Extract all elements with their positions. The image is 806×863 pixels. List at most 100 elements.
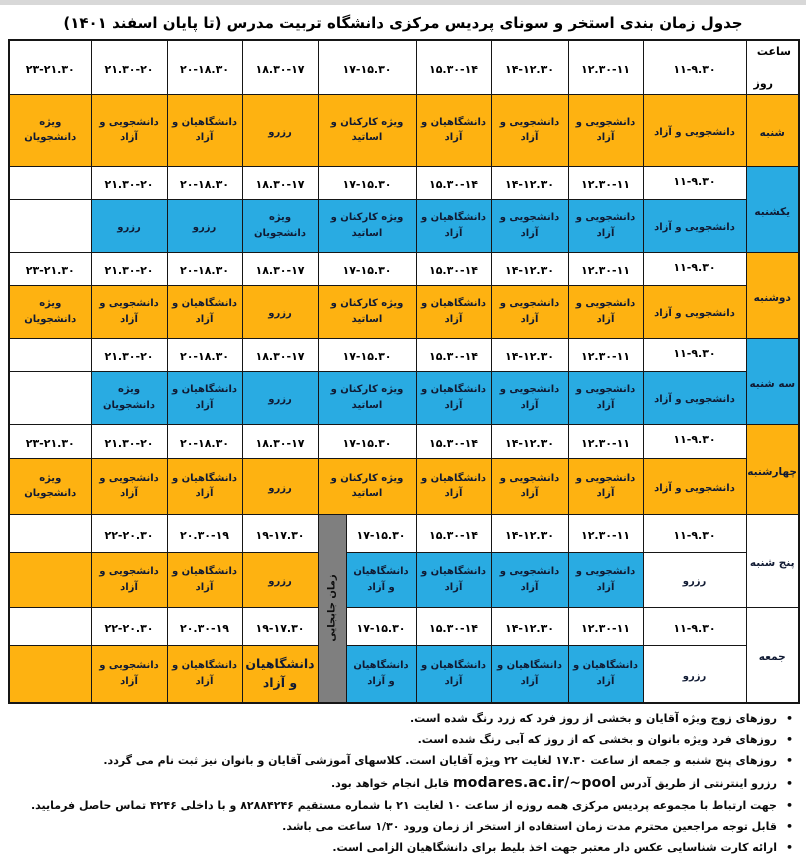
- sat-slot-9: ویژه دانشجویان: [8, 93, 92, 167]
- time-range-label: ۲۰-۱۸.۳۰: [179, 62, 230, 76]
- time-range-label: ۱۱-۹.۳۰: [673, 62, 716, 76]
- fri-blank-8: [8, 644, 92, 704]
- time-range-label: ۱۷-۱۵.۳۰: [356, 528, 406, 542]
- slot-category-label: دانشگاهیان و آزاد: [572, 660, 639, 687]
- time-range-label: ۱۱-۹.۳۰: [673, 528, 716, 542]
- slot-category-label: دانشجویی و آزاد: [654, 126, 735, 138]
- sat-slot-6: رزرو: [241, 93, 319, 167]
- time-range-label: ۱۲.۳۰-۱۱: [580, 436, 631, 450]
- time-range-label: ۱۴-۱۲.۳۰: [504, 621, 555, 635]
- mon-time-1: ۱۱-۹.۳۰: [642, 251, 747, 286]
- tue-slot-4: ویژه کارکنان و اساتید: [317, 370, 417, 425]
- sat-slot-2: دانشجویی و آزاد: [567, 93, 644, 167]
- bullet-icon: •: [785, 753, 793, 767]
- slot-category-label: ویژه دانشجویان: [24, 116, 77, 144]
- header-time-2: ۱۲.۳۰-۱۱: [567, 39, 644, 95]
- note-segment: جهت ارتباط با مجموعه پردیس مرکزی همه روز…: [30, 799, 777, 813]
- fri-slot-1: دانشگاهیان و آزاد: [567, 644, 644, 704]
- day-name: شنبه: [759, 126, 785, 139]
- time-range-label: ۲۳-۲۱.۳۰: [25, 264, 75, 277]
- tue-slot-6: دانشگاهیان و آزاد: [166, 370, 243, 425]
- slot-category-label: دانشجویی و آزاد: [99, 298, 159, 325]
- slot-category-label: دانشجویی و آزاد: [99, 566, 159, 593]
- note-text: روزهای فرد ویژه بانوان و بخشی که از روز …: [418, 733, 777, 747]
- fri-slot-0: رزرو: [642, 644, 747, 704]
- tue-time-7: ۲۰-۱۸.۳۰: [166, 337, 243, 372]
- slot-category-label: رزرو: [192, 222, 217, 234]
- time-range-label: ۲۰.۳۰-۱۹: [179, 528, 230, 542]
- note-1: • روزهای زوج ویژه آقایان و بخشی از روز فر…: [10, 712, 793, 726]
- bullet-icon: •: [785, 840, 793, 854]
- thu-slot-0: رزرو: [642, 551, 747, 608]
- sun-blank-8: [8, 198, 92, 253]
- mon-slot-0: دانشجویی و آزاد: [642, 284, 747, 339]
- notes-list: • روزهای زوج ویژه آقایان و بخشی از روز فر…: [0, 704, 806, 855]
- note-text: قابل توجه مراجعین محترم مدت زمان استفاده…: [282, 820, 777, 834]
- time-range-label: ۱۹-۱۷.۳۰: [255, 528, 305, 542]
- slot-category-label: رزرو: [682, 576, 707, 588]
- fri-row: جمعه ۱۱-۹.۳۰ ۱۲.۳۰-۱۱ ۱۴-۱۲.۳۰ ۱۵.۳۰-۱۴ ۱۷-۱۵…: [8, 606, 800, 704]
- tue-slot-5: رزرو: [241, 370, 319, 425]
- thu-time-9: ۲۲-۲۰.۳۰: [90, 513, 168, 553]
- thu-slot-2: دانشجویی و آزاد: [490, 551, 569, 608]
- slot-category-label: دانشجویی و آزاد: [499, 116, 560, 144]
- slot-category-label: دانشگاهیان و آزاد: [171, 566, 238, 593]
- tue-slot-7: ویژه دانشجویان: [90, 370, 168, 425]
- slot-category-label: دانشگاهیان و آزاد: [420, 472, 487, 500]
- thu-time-5: ۱۷-۱۵.۳۰: [345, 513, 417, 553]
- wed-time-6: ۱۸.۳۰-۱۷: [241, 423, 319, 459]
- mon-time-5: ۱۷-۱۵.۳۰: [317, 251, 417, 286]
- time-range-label: ۱۴-۱۲.۳۰: [504, 62, 555, 76]
- day-name: چهارشنبه: [747, 465, 797, 478]
- thu-time-3: ۱۴-۱۲.۳۰: [490, 513, 569, 553]
- day-label-wed: چهارشنبه: [745, 423, 800, 515]
- bullet-icon: •: [785, 799, 793, 813]
- sun-time-5: ۱۷-۱۵.۳۰: [317, 165, 417, 200]
- day-label-fri: جمعه: [745, 606, 800, 704]
- sun-time-6: ۱۸.۳۰-۱۷: [241, 165, 319, 200]
- time-range-label: ۲۰-۱۸.۳۰: [179, 350, 230, 363]
- wed-time-8: ۲۱.۳۰-۲۰: [90, 423, 168, 459]
- time-range-label: ۲۱.۳۰-۲۰: [104, 436, 154, 450]
- time-range-label: ۱۷-۱۵.۳۰: [342, 350, 392, 363]
- slot-category-label: دانشگاهیان و آزاد: [171, 384, 238, 411]
- note-2: • روزهای فرد ویژه بانوان و بخشی که از روز…: [10, 733, 793, 747]
- time-range-label: ۱۲.۳۰-۱۱: [580, 528, 631, 542]
- time-range-label: ۱۸.۳۰-۱۷: [255, 436, 305, 450]
- fri-slot-4: دانشگاهیان و آزاد: [345, 644, 417, 704]
- fri-time-2: ۱۲.۳۰-۱۱: [567, 606, 644, 646]
- sun-time-7: ۲۰-۱۸.۳۰: [166, 165, 243, 200]
- slot-category-label: دانشگاهیان و آزاد: [420, 116, 487, 144]
- fri-slot-7: دانشجویی و آزاد: [90, 644, 168, 704]
- slot-category-label: رزرو: [268, 482, 292, 494]
- time-range-label: ۱۵.۳۰-۱۴: [428, 528, 479, 542]
- note-7: • ارائه کارت شناسایی عکس دار معتبر جهت اخ…: [10, 841, 793, 855]
- slot-category-label: دانشجویی و آزاد: [575, 298, 636, 325]
- wed-time-9: ۲۳-۲۱.۳۰: [8, 423, 92, 459]
- slot-category-label: دانشجویی و آزاد: [499, 212, 560, 239]
- note-segment: روزهای زوج ویژه آقایان و بخشی از روز فرد…: [409, 712, 777, 725]
- mon-time-4: ۱۵.۳۰-۱۴: [415, 251, 492, 286]
- bullet-icon: •: [785, 732, 793, 746]
- header-time-4: ۱۵.۳۰-۱۴: [415, 39, 492, 95]
- tue-slot-3: دانشگاهیان و آزاد: [415, 370, 492, 425]
- note-text: روزهای پنج شنبه و جمعه از ساعت ۱۷.۳۰ لغا…: [103, 754, 777, 768]
- schedule-table: ساعت روز ۱۱-۹.۳۰ ۱۲.۳۰-۱۱ ۱۴-۱۲.۳۰ ۱۵.۳۰-۱۴ ۱۷…: [8, 39, 800, 704]
- thu-blank-8: [8, 551, 92, 608]
- time-range-label: ۲۳-۲۱.۳۰: [25, 62, 75, 76]
- slot-category-label: دانشگاهیان و آزاد: [496, 660, 563, 687]
- thu-time-8: ۲۰.۳۰-۱۹: [166, 513, 243, 553]
- wed-slot-6: دانشگاهیان و آزاد: [166, 457, 243, 515]
- mon-time-8: ۲۱.۳۰-۲۰: [90, 251, 168, 286]
- thu-slot-3: دانشگاهیان و آزاد: [415, 551, 492, 608]
- tue-row: دانشجویی و آزاد دانشجویی و آزاد دانشجویی و…: [8, 370, 799, 425]
- slot-category-label: دانشجویی و آزاد: [654, 308, 735, 320]
- mon-time-7: ۲۰-۱۸.۳۰: [166, 251, 243, 286]
- wed-time-5: ۱۷-۱۵.۳۰: [317, 423, 417, 459]
- slot-category-label: ویژه کارکنان و اساتید: [330, 212, 404, 239]
- tue-time-1: ۱۱-۹.۳۰: [642, 337, 747, 372]
- thu-row: پنج شنبه ۱۱-۹.۳۰ ۱۲.۳۰-۱۱ ۱۴-۱۲.۳۰ ۱۵.۳۰-۱۴ ۱…: [8, 513, 800, 704]
- header-time-6: ۱۸.۳۰-۱۷: [241, 39, 319, 95]
- slot-category-label: رزرو: [117, 222, 141, 234]
